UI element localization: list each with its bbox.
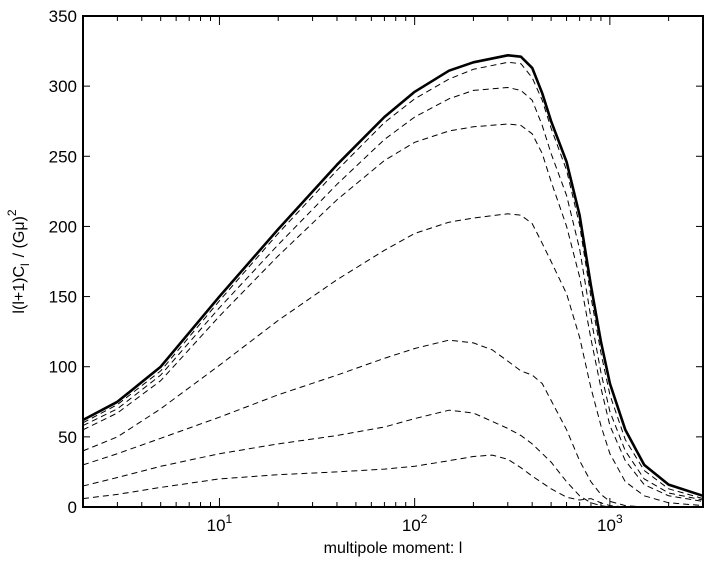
series-line-3 (82, 87, 704, 501)
y-axis-label-tail: / (Gμ) (11, 216, 28, 257)
plot-frame (82, 15, 704, 508)
x-tick-label-base: 10 (402, 516, 421, 535)
series-line-7 (82, 409, 703, 508)
series-layer (82, 54, 704, 508)
y-tick-label: 300 (49, 77, 77, 96)
series-line-5 (82, 213, 704, 507)
x-tick-label-base: 10 (207, 516, 226, 535)
x-tick-label-exponent: 3 (616, 512, 623, 526)
y-axis-label-main: l(l+1)C (11, 266, 28, 314)
y-axis-label: l(l+1)Cl / (Gμ)2 (5, 209, 32, 313)
series-line-4 (82, 123, 704, 502)
series-line-1 (82, 54, 704, 498)
y-axis-label-subscript: l (18, 263, 32, 266)
y-tick-label: 150 (49, 288, 77, 307)
series-line-2 (82, 61, 704, 500)
x-tick-label-exponent: 1 (226, 512, 233, 526)
x-tick-label-exponent: 2 (421, 512, 428, 526)
y-tick-label: 100 (49, 358, 77, 377)
y-tick-label: 0 (68, 498, 77, 517)
series-line-6 (82, 339, 703, 508)
series-line-8 (82, 454, 703, 508)
x-axis-label: multipole moment: l (324, 540, 463, 557)
x-tick-label: 103 (597, 512, 623, 535)
x-tick-label-base: 10 (597, 516, 616, 535)
x-tick-label: 101 (207, 512, 233, 535)
y-tick-label: 250 (49, 147, 77, 166)
y-tick-label: 200 (49, 217, 77, 236)
y-tick-label: 50 (58, 428, 77, 447)
y-tick-label: 350 (49, 7, 77, 26)
x-tick-label: 102 (402, 512, 428, 535)
y-axis-label-superscript: 2 (5, 209, 19, 216)
